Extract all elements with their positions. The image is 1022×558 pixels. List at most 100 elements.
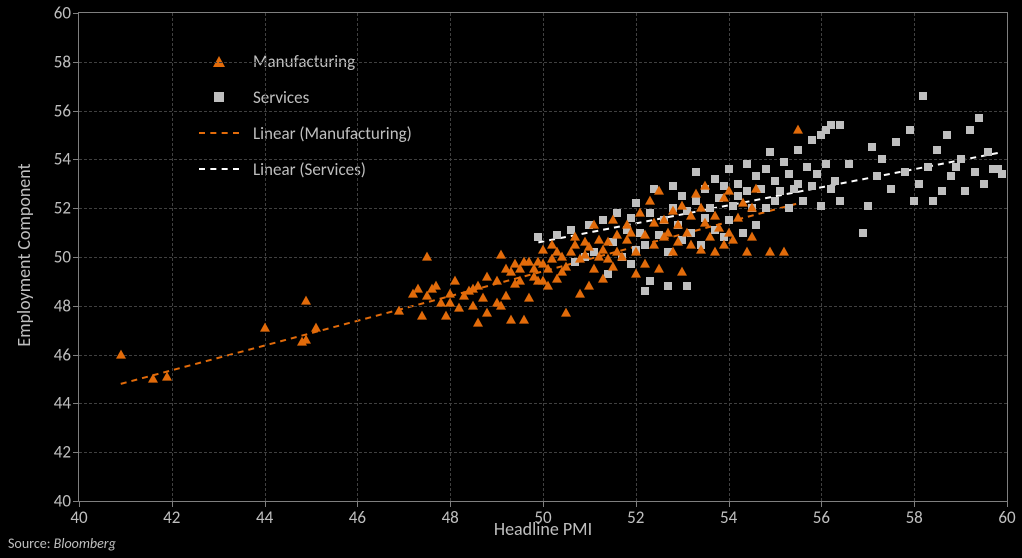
manufacturing-point (301, 335, 311, 344)
services-point (734, 180, 742, 188)
tick-mark (73, 355, 79, 356)
manufacturing-point (733, 213, 743, 222)
services-point (864, 202, 872, 210)
gridline-v (821, 13, 822, 501)
services-point (752, 172, 760, 180)
manufacturing-point (116, 349, 126, 358)
services-point (971, 168, 979, 176)
services-point (961, 187, 969, 195)
services-point (785, 170, 793, 178)
manufacturing-point (473, 281, 483, 290)
legend-item-linear-services: Linear (Services) (199, 151, 412, 187)
services-point (692, 168, 700, 176)
services-point (827, 185, 835, 193)
y-tick-label: 44 (54, 393, 71, 414)
x-tick-label: 48 (442, 507, 459, 528)
tick-mark (73, 306, 79, 307)
x-tick-label: 54 (720, 507, 737, 528)
services-point (743, 187, 751, 195)
manufacturing-point (482, 308, 492, 317)
services-point (947, 172, 955, 180)
manufacturing-point (492, 276, 502, 285)
services-point (803, 163, 811, 171)
gridline-v (265, 13, 266, 501)
tick-mark (73, 13, 79, 14)
tick-mark (73, 403, 79, 404)
legend-label: Services (253, 87, 309, 108)
services-point (762, 204, 770, 212)
manufacturing-point (682, 227, 692, 236)
manufacturing-point (478, 293, 488, 302)
manufacturing-point (148, 374, 158, 383)
services-point (836, 121, 844, 129)
source-value: Bloomberg (54, 535, 116, 552)
tick-mark (73, 452, 79, 453)
y-tick-label: 58 (54, 51, 71, 72)
manufacturing-point (450, 276, 460, 285)
x-tick-label: 46 (349, 507, 366, 528)
tick-mark (73, 62, 79, 63)
y-axis-label: Employment Component (13, 163, 35, 346)
manufacturing-point (654, 264, 664, 273)
services-point (553, 231, 561, 239)
manufacturing-point (589, 220, 599, 229)
services-point (808, 136, 816, 144)
services-point (794, 180, 802, 188)
manufacturing-point (677, 266, 687, 275)
x-tick-label: 42 (163, 507, 180, 528)
tick-mark (73, 208, 79, 209)
services-point (678, 192, 686, 200)
services-point (683, 282, 691, 290)
services-point (534, 233, 542, 241)
services-point (725, 216, 733, 224)
manufacturing-point (524, 293, 534, 302)
services-point (901, 168, 909, 176)
manufacturing-point (793, 125, 803, 134)
manufacturing-point (751, 183, 761, 192)
manufacturing-point (659, 215, 669, 224)
y-tick-label: 48 (54, 295, 71, 316)
manufacturing-point (696, 203, 706, 212)
services-point (729, 202, 737, 210)
services-point (813, 170, 821, 178)
services-point (910, 197, 918, 205)
y-tick-label: 54 (54, 149, 71, 170)
manufacturing-point (779, 247, 789, 256)
services-point (929, 197, 937, 205)
tick-mark (73, 159, 79, 160)
manufacturing-point (454, 303, 464, 312)
tick-mark (73, 257, 79, 258)
services-point (924, 163, 932, 171)
manufacturing-point (640, 259, 650, 268)
gridline-v (729, 13, 730, 501)
y-tick-label: 56 (54, 100, 71, 121)
gridline-v (914, 13, 915, 501)
x-tick-label: 60 (998, 507, 1015, 528)
manufacturing-point (260, 322, 270, 331)
services-point (906, 126, 914, 134)
services-point (771, 197, 779, 205)
manufacturing-point (311, 322, 321, 331)
services-point (817, 202, 825, 210)
manufacturing-point (705, 232, 715, 241)
services-point (822, 160, 830, 168)
services-point (762, 165, 770, 173)
manufacturing-point (515, 276, 525, 285)
services-point (743, 160, 751, 168)
plot-area: Manufacturing Services Linear (Manufactu… (78, 12, 1008, 502)
manufacturing-point (668, 247, 678, 256)
services-point (980, 180, 988, 188)
services-point (966, 126, 974, 134)
services-point (915, 180, 923, 188)
services-point (943, 131, 951, 139)
legend: Manufacturing Services Linear (Manufactu… (199, 43, 412, 187)
services-point (771, 177, 779, 185)
y-tick-label: 60 (54, 3, 71, 24)
x-tick-label: 44 (256, 507, 273, 528)
services-point (957, 155, 965, 163)
legend-label: Linear (Services) (253, 159, 366, 180)
services-point (752, 221, 760, 229)
manufacturing-point (631, 247, 641, 256)
manufacturing-point (561, 308, 571, 317)
manufacturing-point (496, 300, 506, 309)
